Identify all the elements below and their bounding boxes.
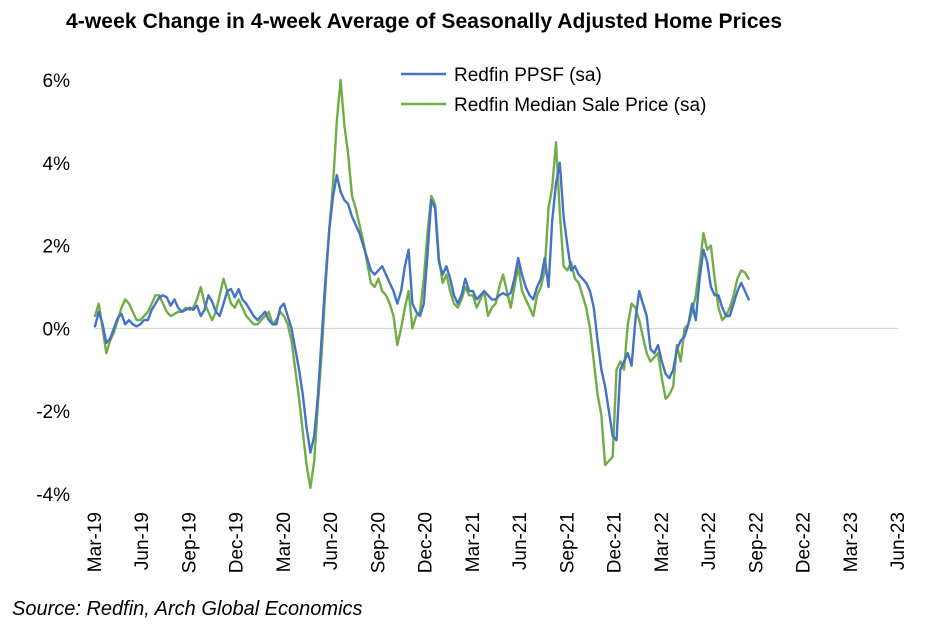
legend: Redfin PPSF (sa) Redfin Median Sale Price… — [401, 65, 706, 116]
x-tick-label: Mar-22 — [652, 512, 673, 572]
x-tick-label: Sep-20 — [368, 512, 389, 573]
chart-source-note: Source: Redfin, Arch Global Economics — [12, 598, 363, 620]
x-tick-label: Sep-19 — [179, 512, 200, 573]
series-line-0 — [93, 161, 750, 454]
x-tick-label: Mar-20 — [274, 512, 295, 572]
x-tick-label: Jun-20 — [321, 512, 342, 570]
series-group — [93, 78, 750, 489]
x-tick-label: Dec-22 — [794, 512, 815, 573]
y-axis: -4% -2% 0% 2% 4% 6% — [36, 71, 898, 506]
x-tick-label: Mar-23 — [841, 512, 862, 572]
x-tick-label: Dec-21 — [605, 512, 626, 573]
series-line-1 — [93, 78, 750, 489]
chart-title: 4-week Change in 4-week Average of Seaso… — [66, 10, 783, 33]
x-tick-label: Mar-21 — [463, 512, 484, 572]
x-tick-label: Mar-19 — [85, 512, 106, 572]
x-tick-label: Dec-20 — [416, 512, 437, 573]
x-tick-label: Jun-19 — [132, 512, 153, 570]
x-tick-label: Jun-22 — [699, 512, 720, 570]
x-tick-label: Sep-21 — [557, 512, 578, 573]
y-tick-label: -2% — [36, 402, 70, 423]
y-tick-label: 2% — [43, 237, 71, 258]
y-tick-label: 6% — [43, 71, 71, 92]
y-tick-label: 0% — [43, 319, 71, 340]
x-tick-label: Dec-19 — [227, 512, 248, 573]
x-axis: Mar-19 Jun-19 Sep-19 Dec-19 Mar-20 Jun-20 Sep-… — [85, 512, 909, 573]
legend-label: Redfin Median Sale Price (sa) — [454, 95, 706, 116]
y-tick-label: -4% — [36, 485, 70, 506]
x-tick-label: Sep-22 — [746, 512, 767, 573]
x-tick-label: Jun-21 — [510, 512, 531, 570]
legend-label: Redfin PPSF (sa) — [454, 65, 602, 86]
y-tick-label: 4% — [43, 154, 71, 175]
x-tick-label: Jun-23 — [888, 512, 909, 570]
